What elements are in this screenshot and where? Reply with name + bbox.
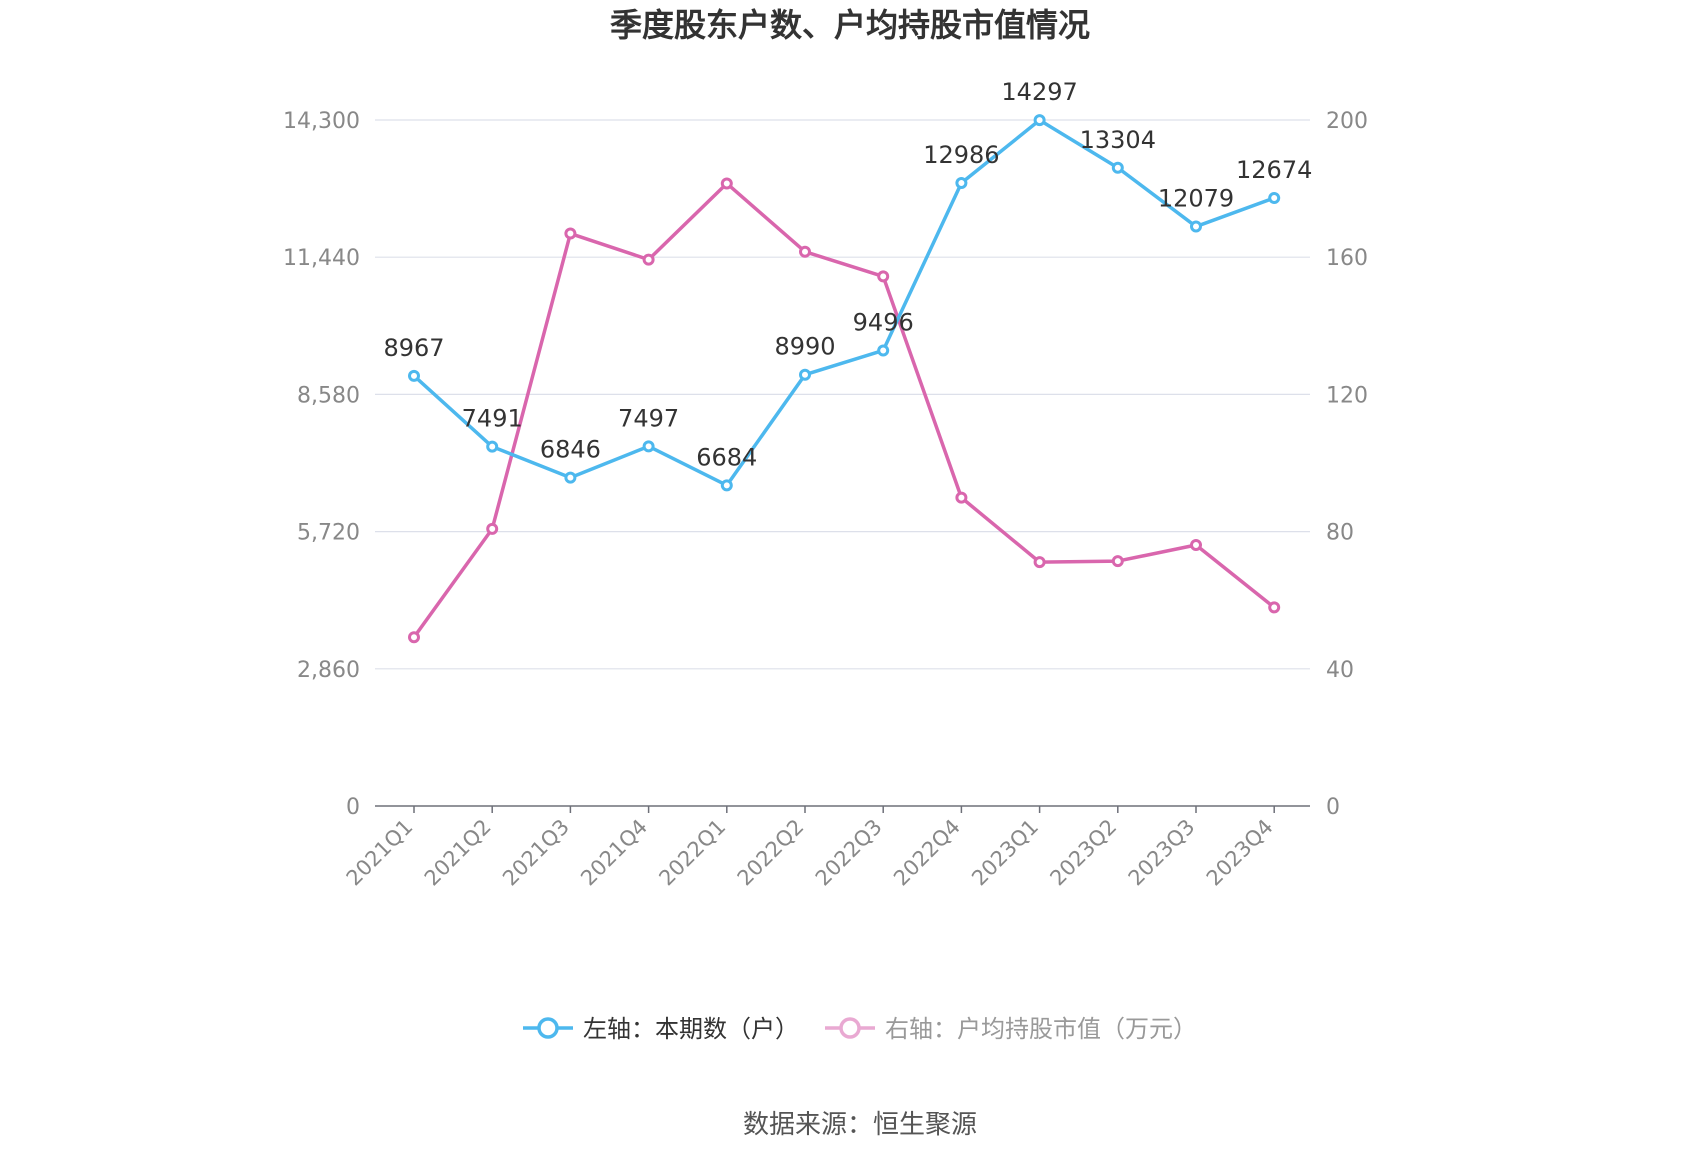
source-note: 数据来源：恒生聚源 <box>743 1110 977 1140</box>
legend-label: 左轴：本期数（户） <box>583 1015 799 1043</box>
grid <box>375 119 1310 670</box>
data-label: 9496 <box>853 308 914 336</box>
data-point[interactable] <box>1190 220 1202 233</box>
legend-item-avg-holding-value[interactable]: 右轴：户均持股市值（万元） <box>825 1015 1197 1043</box>
left-axis-tick: 14,300 <box>283 109 360 134</box>
left-axis-tick: 8,580 <box>297 383 360 408</box>
legend-marker <box>839 1017 861 1039</box>
series-line <box>412 118 1275 488</box>
x-tick-label: 2023Q4 <box>1202 815 1278 891</box>
x-tick-label: 2021Q4 <box>576 815 652 891</box>
data-point[interactable] <box>720 479 733 492</box>
data-point[interactable] <box>1111 555 1124 568</box>
data-point[interactable] <box>955 177 968 190</box>
series-shareholder-count <box>408 114 1281 492</box>
x-tick-label: 2023Q3 <box>1124 815 1200 891</box>
left-axis-tick: 11,440 <box>283 246 360 271</box>
data-point[interactable] <box>1268 192 1281 205</box>
data-point[interactable] <box>720 177 733 190</box>
data-labels: 8967 7491 6846 7497 6684 8990 9496 12986 1429713… <box>383 78 1312 471</box>
x-tick-label: 2023Q1 <box>967 815 1043 891</box>
left-axis-tick: 5,720 <box>297 521 360 546</box>
x-tick-label: 2021Q1 <box>342 815 418 891</box>
data-label: 6684 <box>696 443 757 471</box>
right-axis-tick: 160 <box>1326 246 1368 271</box>
x-tick-label: 2021Q3 <box>498 815 574 891</box>
data-label: 14297 <box>1001 78 1077 106</box>
data-point[interactable] <box>799 245 811 258</box>
right-axis-tick: 120 <box>1326 383 1368 408</box>
right-axis-tick: 200 <box>1326 109 1368 134</box>
legend-label: 右轴：户均持股市值（万元） <box>885 1015 1197 1043</box>
legend[interactable]: 左轴：本期数（户） 右轴：户均持股市值（万元） <box>523 1015 1197 1043</box>
x-tick-label: 2022Q3 <box>811 815 887 891</box>
right-axis-tick: 80 <box>1326 521 1354 546</box>
data-point[interactable] <box>1111 161 1124 174</box>
right-axis-tick: 0 <box>1326 795 1340 820</box>
x-tick-label: 2022Q1 <box>654 815 730 891</box>
data-point[interactable] <box>408 369 420 382</box>
series-line <box>412 181 1276 639</box>
data-point[interactable] <box>642 253 655 266</box>
data-point[interactable] <box>877 270 890 283</box>
data-label: 12079 <box>1158 185 1234 213</box>
data-label: 7497 <box>618 404 679 432</box>
data-label: 13304 <box>1080 126 1156 154</box>
data-point[interactable] <box>486 522 499 535</box>
data-point[interactable] <box>1033 114 1046 127</box>
left-axis-tick: 0 <box>346 795 360 820</box>
series-avg-holding-value <box>408 177 1281 644</box>
right-axis-tick: 40 <box>1326 658 1354 683</box>
data-label: 8990 <box>774 333 835 361</box>
legend-item-shareholder-count[interactable]: 左轴：本期数（户） <box>523 1015 799 1043</box>
data-label: 12986 <box>923 141 999 169</box>
data-label: 12674 <box>1236 156 1312 184</box>
data-point[interactable] <box>955 491 968 504</box>
data-point[interactable] <box>408 631 420 644</box>
x-tick-label: 2021Q2 <box>420 815 496 891</box>
data-point[interactable] <box>1033 556 1046 569</box>
data-point[interactable] <box>486 440 499 453</box>
data-point[interactable] <box>564 227 577 240</box>
x-tick-label: 2023Q2 <box>1045 815 1121 891</box>
data-point[interactable] <box>799 368 811 381</box>
x-tick-label: 2022Q2 <box>733 815 809 891</box>
data-point[interactable] <box>564 471 577 484</box>
data-point[interactable] <box>1190 538 1202 551</box>
legend-marker <box>537 1017 559 1039</box>
data-point[interactable] <box>642 440 655 453</box>
axes: 0 2,860 5,720 8,580 11,440 14,300 0 40 80 120 160 2… <box>283 109 1368 890</box>
data-point[interactable] <box>1268 601 1281 614</box>
data-label: 7491 <box>462 405 523 433</box>
left-axis-tick: 2,860 <box>297 658 360 683</box>
data-point[interactable] <box>877 344 890 357</box>
chart-title: 季度股东户数、户均持股市值情况 <box>610 6 1090 44</box>
data-label: 6846 <box>540 436 601 464</box>
x-tick-label: 2022Q4 <box>889 815 965 891</box>
data-label: 8967 <box>383 334 444 362</box>
